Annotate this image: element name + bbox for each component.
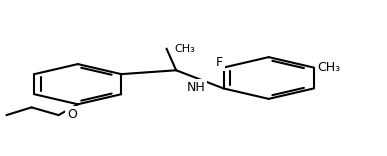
Text: O: O [67,108,77,121]
Text: CH₃: CH₃ [318,61,341,74]
Text: F: F [216,56,223,69]
Text: NH: NH [187,81,205,94]
Text: CH₃: CH₃ [174,44,195,54]
